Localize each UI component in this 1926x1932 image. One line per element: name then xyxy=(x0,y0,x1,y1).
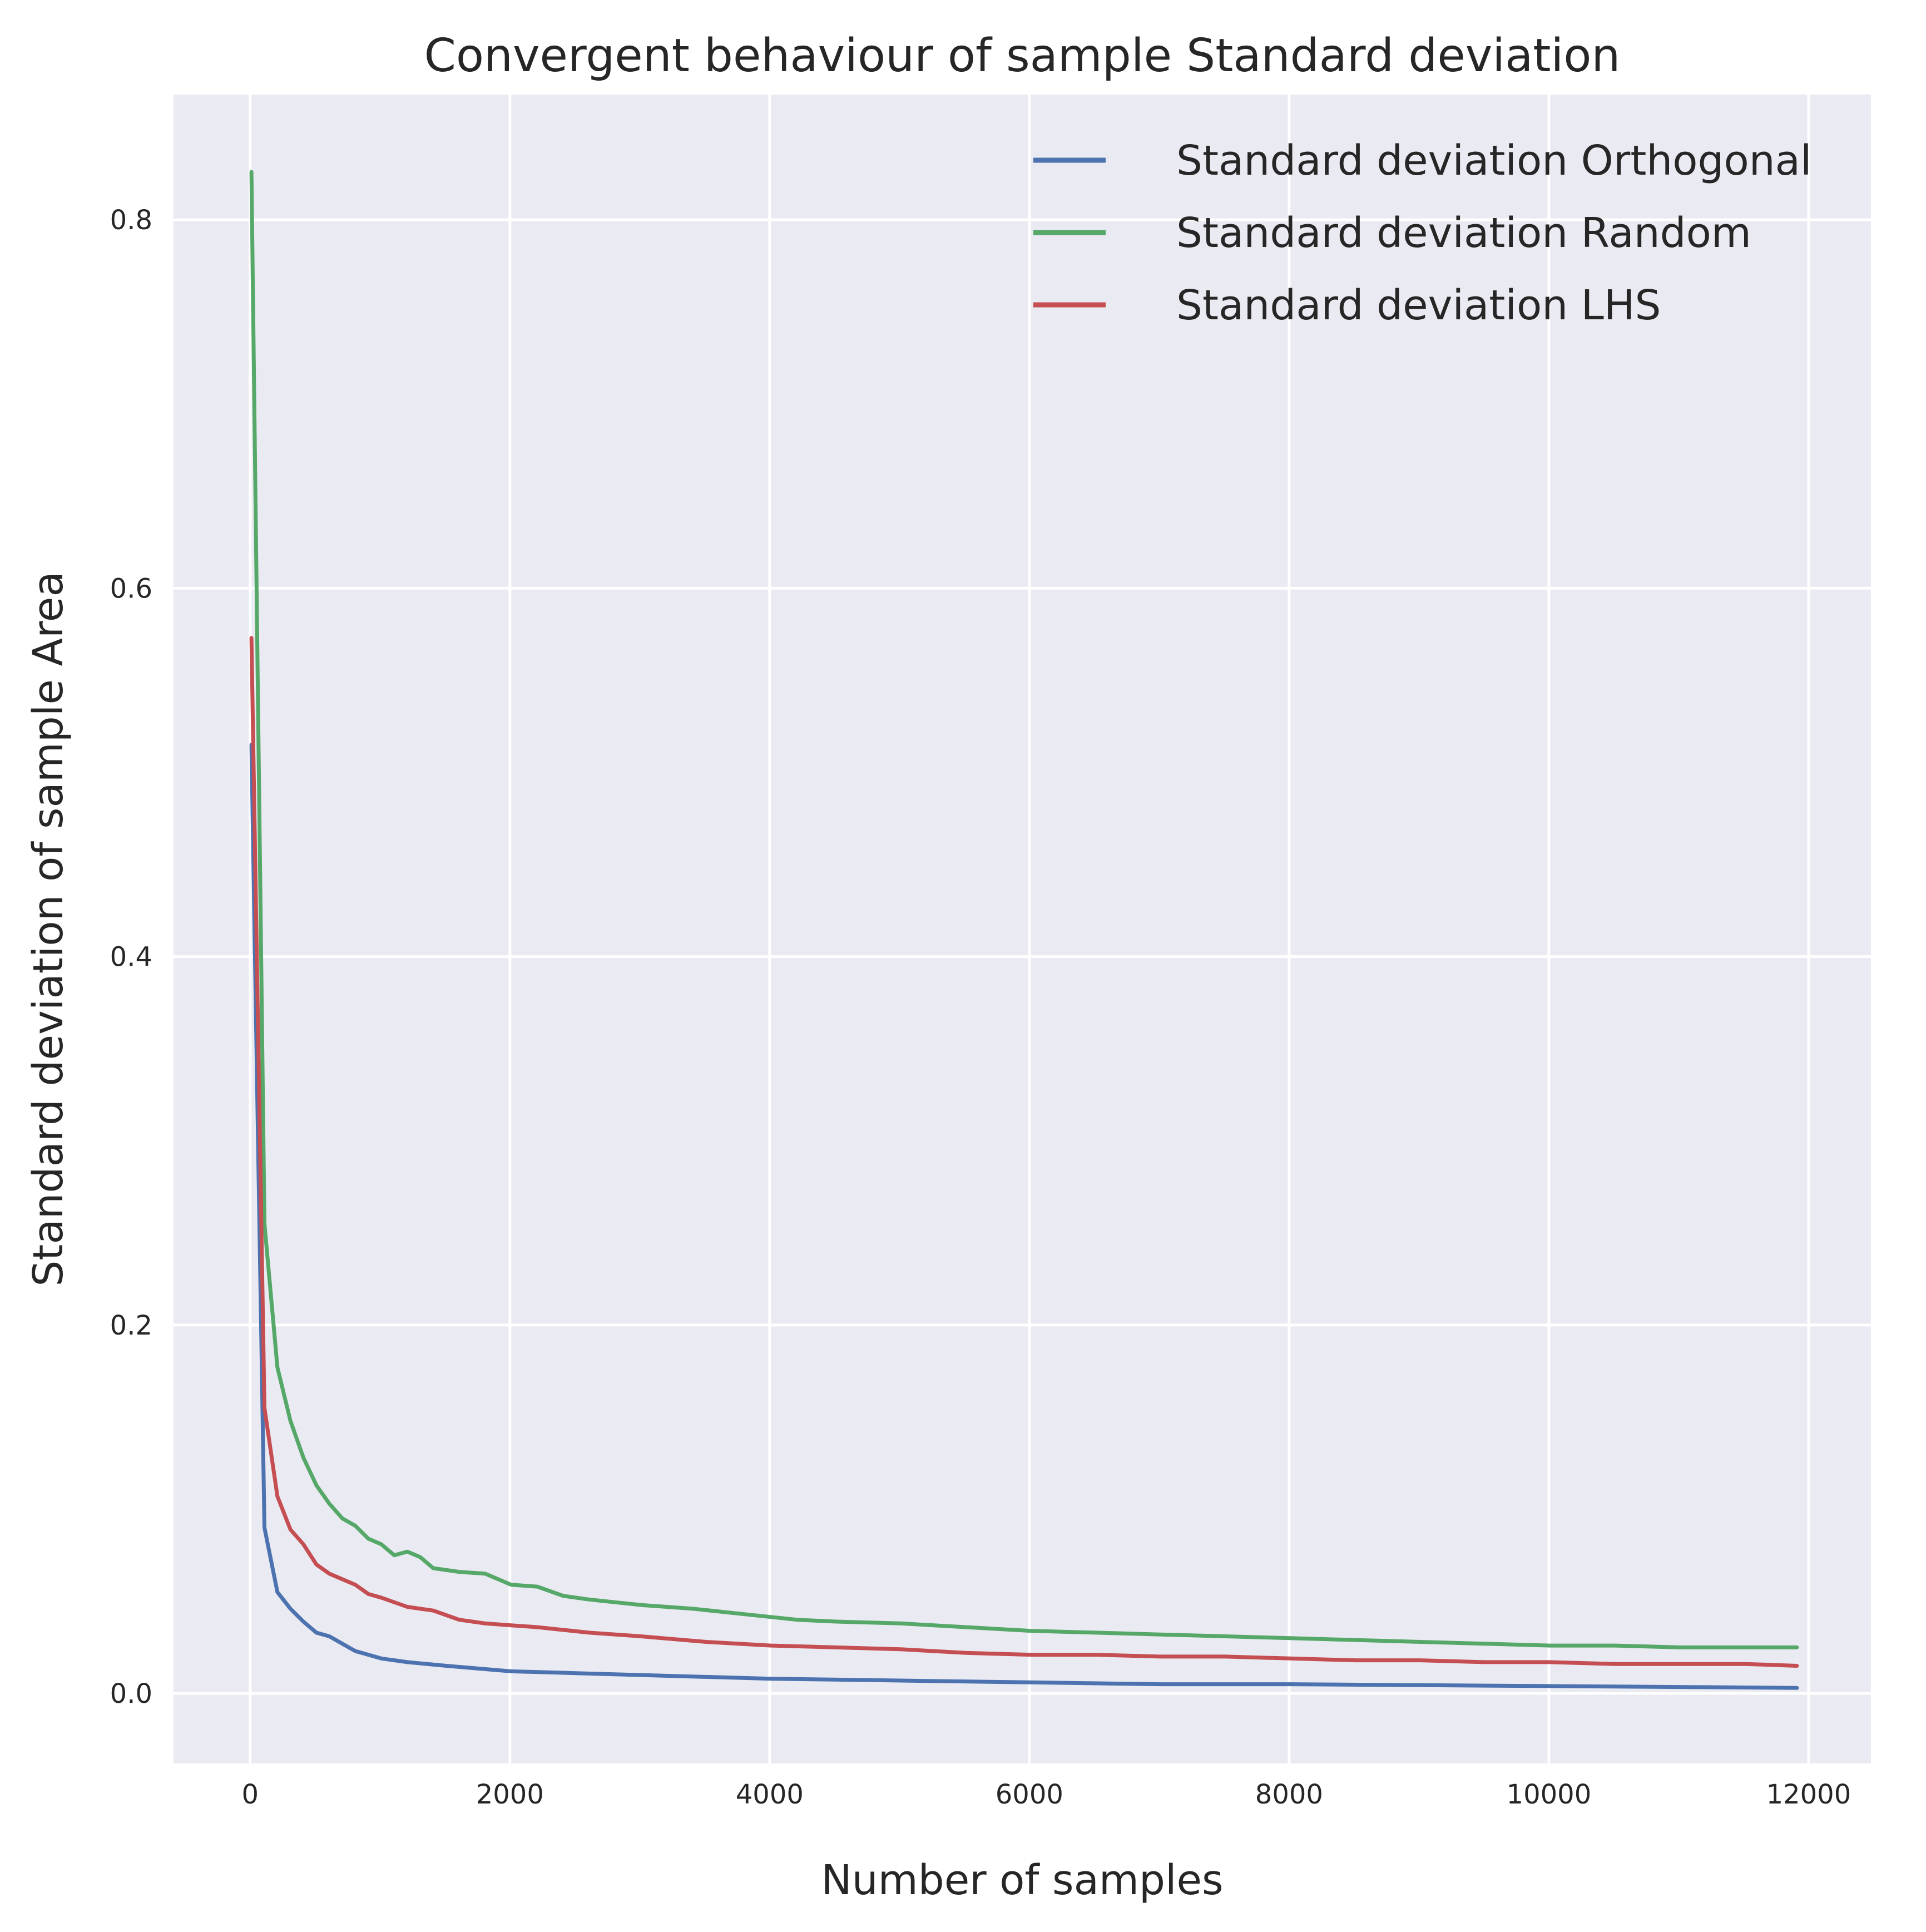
legend-label-random: Standard deviation Random xyxy=(1176,209,1751,257)
grid-lines xyxy=(174,95,1871,1763)
x-tick-labels: 0 2000 4000 6000 8000 10000 12000 xyxy=(241,1779,1851,1810)
plot-area xyxy=(174,95,1871,1763)
chart-title: Convergent behaviour of sample Standard … xyxy=(424,29,1621,82)
y-tick-label: 0.6 xyxy=(110,573,152,604)
x-tick-label: 6000 xyxy=(996,1779,1063,1810)
y-tick-label: 0.8 xyxy=(110,205,152,236)
legend-label-lhs: Standard deviation LHS xyxy=(1176,281,1661,329)
x-tick-label: 12000 xyxy=(1766,1779,1851,1810)
y-tick-label: 0.4 xyxy=(110,942,152,973)
series-line-lhs xyxy=(249,636,1799,1668)
y-tick-label: 0.0 xyxy=(110,1678,152,1709)
y-tick-labels: 0.0 0.2 0.4 0.6 0.8 xyxy=(110,205,152,1709)
series-line-random xyxy=(249,170,1799,1649)
x-tick-label: 4000 xyxy=(736,1779,804,1810)
y-axis-label: Standard deviation of sample Area xyxy=(24,571,72,1286)
x-tick-label: 2000 xyxy=(476,1779,544,1810)
legend-label-orthogonal: Standard deviation Orthogonal xyxy=(1176,137,1812,185)
series-lines xyxy=(249,170,1799,1690)
x-axis-label: Number of samples xyxy=(821,1856,1223,1904)
x-tick-label: 8000 xyxy=(1255,1779,1323,1810)
series-line-orthogonal xyxy=(249,743,1799,1690)
x-tick-label: 10000 xyxy=(1507,1779,1592,1810)
y-tick-label: 0.2 xyxy=(110,1310,152,1341)
x-tick-label: 0 xyxy=(241,1779,259,1810)
legend: Standard deviation Orthogonal Standard d… xyxy=(1033,137,1812,329)
